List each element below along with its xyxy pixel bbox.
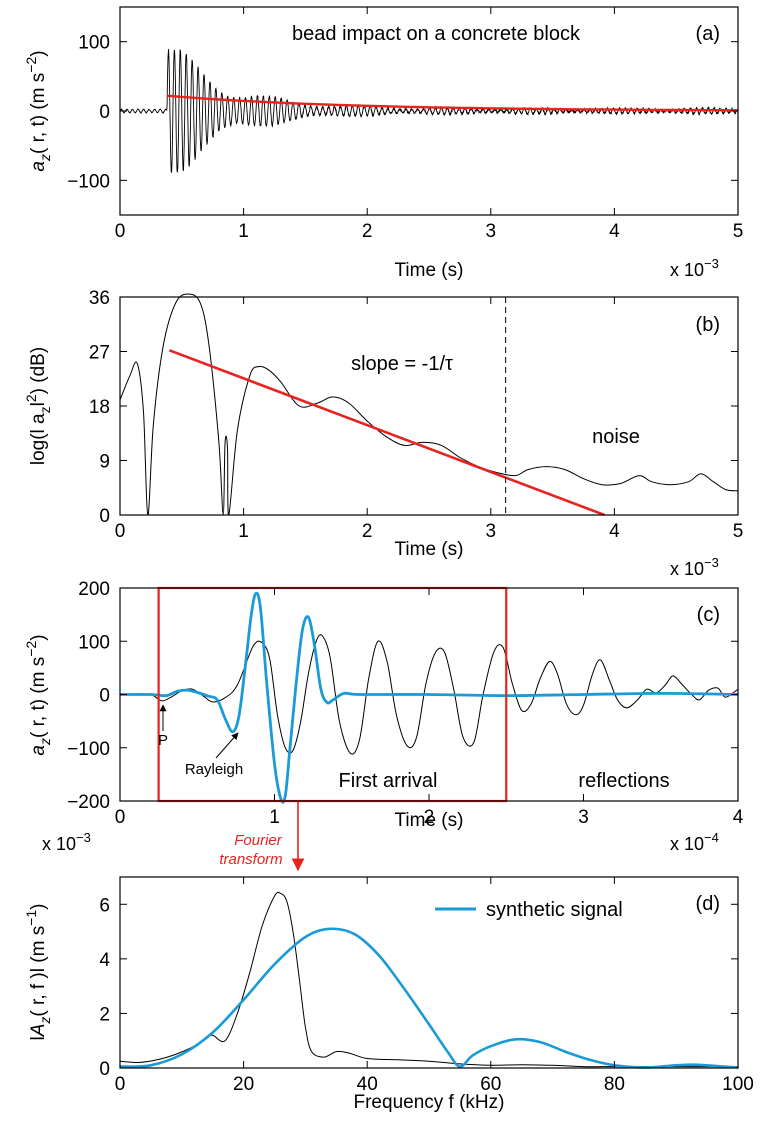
fourier-label-1: Fourier — [234, 832, 283, 849]
y-tick-label: 6 — [99, 895, 110, 916]
panel-c-ylabel: az( r, t) (m s−2) — [23, 634, 53, 755]
panel-c-xlabel: Time (s) — [395, 810, 464, 831]
panel-d-synthetic — [120, 929, 738, 1068]
panel-a-x-multiplier: x 10−3 — [670, 256, 719, 280]
x-tick-label: 0 — [115, 221, 126, 242]
x-tick-label: 0 — [115, 807, 126, 828]
y-tick-label: 18 — [89, 397, 110, 418]
panel-a-label: (a) — [696, 23, 720, 45]
legend-label-synthetic: synthetic signal — [486, 899, 623, 921]
x-tick-label: 80 — [604, 1074, 625, 1095]
rayleigh-arrow — [216, 733, 238, 758]
y-tick-label: 2 — [99, 1004, 110, 1025]
panel-c-label: (c) — [697, 604, 720, 626]
y-tick-label: −100 — [67, 171, 110, 192]
x-tick-label: 4 — [609, 521, 620, 542]
panel-c-first-arrival: First arrival — [339, 770, 438, 792]
panel-b-slope-annotation: slope = -1/τ — [351, 353, 453, 375]
x-tick-label: 1 — [269, 807, 280, 828]
y-tick-label: −200 — [67, 792, 110, 813]
panel-c-x-multiplier: x 10−4 — [670, 830, 719, 854]
panel-c-rayleigh-label: Rayleigh — [185, 761, 243, 778]
y-tick-label: 0 — [99, 1059, 110, 1080]
panel-d-measured — [120, 892, 738, 1066]
y-tick-label: 200 — [78, 579, 110, 600]
y-tick-label: 100 — [78, 33, 110, 54]
x-tick-label: 0 — [115, 521, 126, 542]
panel-d-label: (d) — [696, 893, 720, 915]
y-tick-label: 0 — [99, 686, 110, 707]
panel-a: 0 1 2 3 4 5 100 0 −100 bead impact on a concrete… — [23, 7, 743, 281]
panel-c-reflections: reflections — [578, 770, 669, 792]
x-tick-label: 2 — [362, 221, 373, 242]
y-tick-label: 100 — [78, 632, 110, 653]
y-tick-label: 27 — [89, 343, 110, 364]
fourier-label-2: transform — [219, 851, 282, 868]
fourier-connector: Fourier transform — [219, 802, 298, 870]
x-tick-label: 4 — [609, 221, 620, 242]
panel-d-frame — [120, 877, 738, 1068]
panel-c-p-label: P — [158, 732, 168, 749]
panel-b-ylabel: log(l azl2) (dB) — [23, 347, 53, 465]
y-tick-label: 9 — [99, 452, 110, 473]
x-tick-label: 3 — [486, 221, 497, 242]
panel-b-label: (b) — [696, 314, 720, 336]
panel-b-xlabel: Time (s) — [395, 539, 464, 560]
x-tick-label: 20 — [233, 1074, 254, 1095]
panel-b-frame — [120, 297, 738, 515]
panel-c-left-multiplier: x 10−3 — [42, 830, 91, 854]
panel-a-title: bead impact on a concrete block — [292, 23, 581, 45]
y-tick-label: −100 — [67, 739, 110, 760]
x-tick-label: 3 — [486, 521, 497, 542]
y-tick-label: 36 — [89, 288, 110, 309]
panel-b-curve — [120, 294, 738, 515]
panel-b-noise-annotation: noise — [592, 426, 640, 448]
x-tick-label: 3 — [578, 807, 589, 828]
x-tick-label: 4 — [733, 807, 744, 828]
y-tick-label: 0 — [99, 102, 110, 123]
panel-b-x-multiplier: x 10−3 — [670, 555, 719, 579]
x-tick-label: 2 — [362, 521, 373, 542]
x-tick-label: 100 — [722, 1074, 754, 1095]
x-tick-label: 5 — [733, 221, 744, 242]
y-tick-label: 0 — [99, 506, 110, 527]
x-tick-label: 5 — [733, 521, 744, 542]
x-tick-label: 0 — [115, 1074, 126, 1095]
panel-a-ylabel: az( r, t) (m s−2) — [23, 50, 53, 171]
panel-d-ylabel: lAz( r, f )l (m s−1) — [23, 904, 53, 1041]
panel-a-xlabel: Time (s) — [395, 260, 464, 281]
y-tick-label: 4 — [99, 950, 110, 971]
x-tick-label: 1 — [238, 521, 249, 542]
x-tick-label: 1 — [238, 221, 249, 242]
panel-d-xlabel: Frequency f (kHz) — [354, 1092, 505, 1113]
